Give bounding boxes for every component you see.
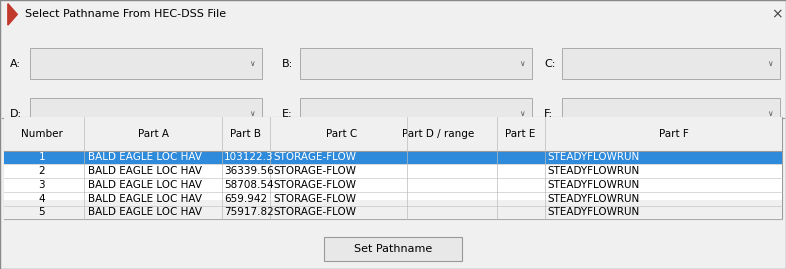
FancyBboxPatch shape: [4, 117, 782, 219]
Text: ∨: ∨: [767, 59, 773, 68]
Text: STORAGE-FLOW: STORAGE-FLOW: [274, 153, 357, 162]
Text: ∨: ∨: [519, 109, 525, 118]
Text: 5: 5: [39, 207, 45, 217]
Text: STEADYFLOWRUN: STEADYFLOWRUN: [547, 153, 639, 162]
FancyBboxPatch shape: [4, 200, 782, 219]
Text: STORAGE-FLOW: STORAGE-FLOW: [274, 180, 357, 190]
FancyBboxPatch shape: [300, 98, 532, 129]
Text: 58708.54: 58708.54: [224, 180, 274, 190]
Text: Set Pathname: Set Pathname: [354, 244, 432, 254]
Text: STORAGE-FLOW: STORAGE-FLOW: [274, 207, 357, 217]
FancyBboxPatch shape: [300, 48, 532, 79]
FancyBboxPatch shape: [4, 151, 782, 164]
Text: 2: 2: [39, 166, 45, 176]
Text: STORAGE-FLOW: STORAGE-FLOW: [274, 194, 357, 204]
Text: F:: F:: [544, 109, 553, 119]
FancyBboxPatch shape: [4, 192, 782, 206]
Text: BALD EAGLE LOC HAV: BALD EAGLE LOC HAV: [88, 194, 202, 204]
Text: STEADYFLOWRUN: STEADYFLOWRUN: [547, 180, 639, 190]
Text: STEADYFLOWRUN: STEADYFLOWRUN: [547, 207, 639, 217]
Text: 3: 3: [39, 180, 45, 190]
FancyBboxPatch shape: [324, 237, 461, 261]
Polygon shape: [8, 3, 17, 25]
Text: STEADYFLOWRUN: STEADYFLOWRUN: [547, 166, 639, 176]
Text: Part E: Part E: [505, 129, 535, 139]
Text: B:: B:: [281, 59, 292, 69]
Text: Part D / range: Part D / range: [402, 129, 475, 139]
Text: Part F: Part F: [659, 129, 689, 139]
Text: 659.942: 659.942: [224, 194, 267, 204]
Text: A:: A:: [9, 59, 20, 69]
FancyBboxPatch shape: [0, 29, 786, 122]
Text: E:: E:: [281, 109, 292, 119]
Text: ∨: ∨: [519, 59, 525, 68]
FancyBboxPatch shape: [4, 178, 782, 192]
Text: Select Pathname From HEC-DSS File: Select Pathname From HEC-DSS File: [25, 9, 226, 19]
FancyBboxPatch shape: [4, 206, 782, 219]
Text: 4: 4: [39, 194, 45, 204]
Text: 75917.82: 75917.82: [224, 207, 274, 217]
FancyBboxPatch shape: [4, 164, 782, 178]
Text: BALD EAGLE LOC HAV: BALD EAGLE LOC HAV: [88, 207, 202, 217]
Text: Number: Number: [20, 129, 63, 139]
FancyBboxPatch shape: [0, 0, 786, 29]
Text: ∨: ∨: [767, 109, 773, 118]
FancyBboxPatch shape: [4, 117, 782, 151]
Text: STEADYFLOWRUN: STEADYFLOWRUN: [547, 194, 639, 204]
Text: Part B: Part B: [230, 129, 261, 139]
Text: 1: 1: [39, 153, 45, 162]
Text: Part C: Part C: [326, 129, 358, 139]
Text: ∨: ∨: [248, 59, 255, 68]
FancyBboxPatch shape: [562, 98, 780, 129]
Text: 103122.3: 103122.3: [224, 153, 274, 162]
Text: ×: ×: [771, 7, 782, 22]
FancyBboxPatch shape: [30, 48, 262, 79]
Text: D:: D:: [9, 109, 21, 119]
Text: BALD EAGLE LOC HAV: BALD EAGLE LOC HAV: [88, 166, 202, 176]
Text: BALD EAGLE LOC HAV: BALD EAGLE LOC HAV: [88, 153, 202, 162]
Text: ∨: ∨: [248, 109, 255, 118]
FancyBboxPatch shape: [562, 48, 780, 79]
Text: STORAGE-FLOW: STORAGE-FLOW: [274, 166, 357, 176]
Text: C:: C:: [544, 59, 555, 69]
FancyBboxPatch shape: [30, 98, 262, 129]
Text: BALD EAGLE LOC HAV: BALD EAGLE LOC HAV: [88, 180, 202, 190]
Text: 36339.56: 36339.56: [224, 166, 274, 176]
Text: Part A: Part A: [138, 129, 169, 139]
